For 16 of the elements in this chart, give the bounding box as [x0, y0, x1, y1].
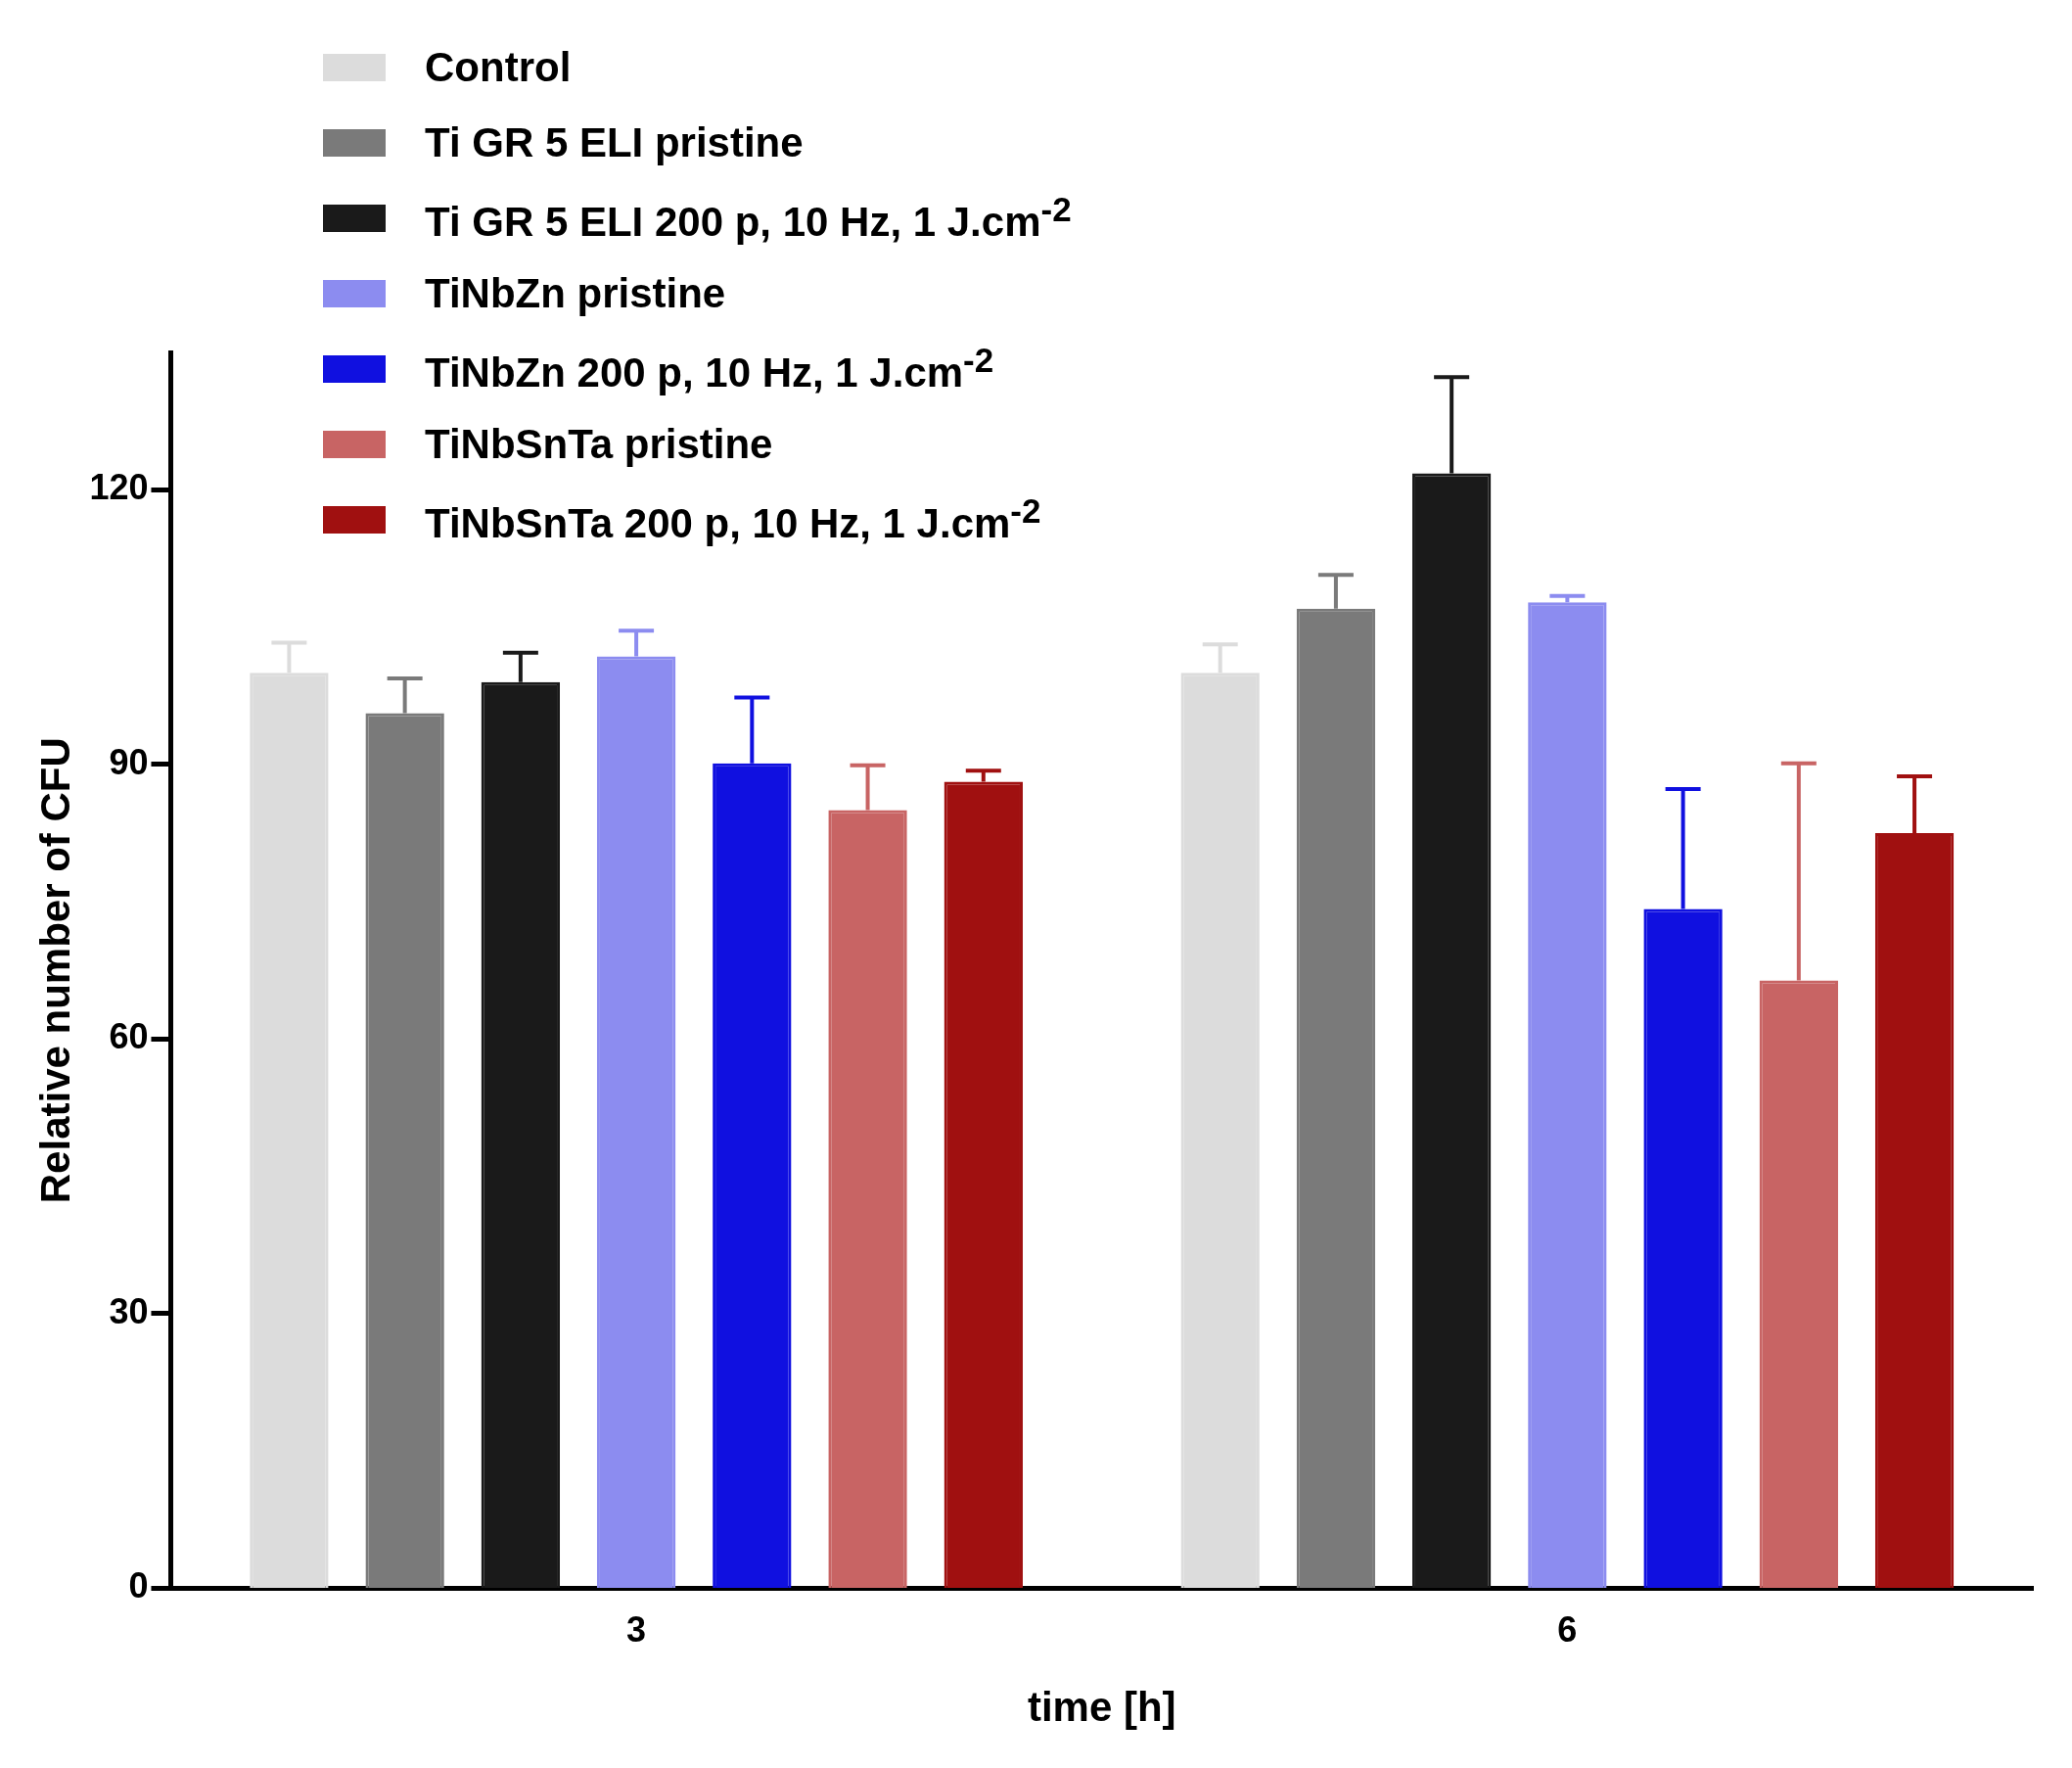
- legend-label: TiNbZn pristine: [425, 269, 726, 317]
- y-axis-title: Relative number of CFU: [31, 737, 78, 1204]
- legend-label: TiNbSnTa pristine: [425, 420, 773, 468]
- y-tick-label: 30: [109, 1290, 149, 1331]
- x-tick-label: 3: [626, 1608, 647, 1650]
- y-tick-label: 60: [109, 1016, 149, 1057]
- y-tick-label: 90: [109, 741, 149, 782]
- legend-label: TiNbSnTa 200 p, 10 Hz, 1 J.cm$^{-2}$: [425, 491, 1041, 547]
- legend-label: TiNbZn 200 p, 10 Hz, 1 J.cm$^{-2}$: [425, 341, 994, 396]
- legend-label: Ti GR 5 ELI 200 p, 10 Hz, 1 J.cm$^{-2}$: [425, 190, 1072, 246]
- legend-label: Control: [425, 43, 572, 91]
- y-tick-label: 0: [128, 1565, 149, 1606]
- x-tick-label: 6: [1557, 1608, 1578, 1650]
- x-axis-title: time [h]: [1027, 1684, 1176, 1731]
- y-tick-label: 120: [89, 467, 149, 508]
- legend-label: Ti GR 5 ELI pristine: [425, 118, 804, 166]
